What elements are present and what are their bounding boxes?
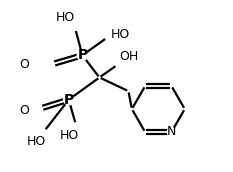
- Circle shape: [167, 128, 176, 136]
- Text: O: O: [20, 104, 30, 117]
- Text: HO: HO: [56, 11, 75, 24]
- Text: OH: OH: [119, 50, 138, 63]
- Circle shape: [77, 50, 88, 60]
- Text: HO: HO: [27, 135, 46, 148]
- Text: HO: HO: [60, 129, 79, 142]
- Text: P: P: [77, 48, 88, 62]
- Text: HO: HO: [110, 28, 130, 41]
- Text: P: P: [64, 93, 74, 107]
- Text: O: O: [20, 58, 30, 71]
- Text: N: N: [167, 125, 176, 138]
- Circle shape: [64, 95, 74, 105]
